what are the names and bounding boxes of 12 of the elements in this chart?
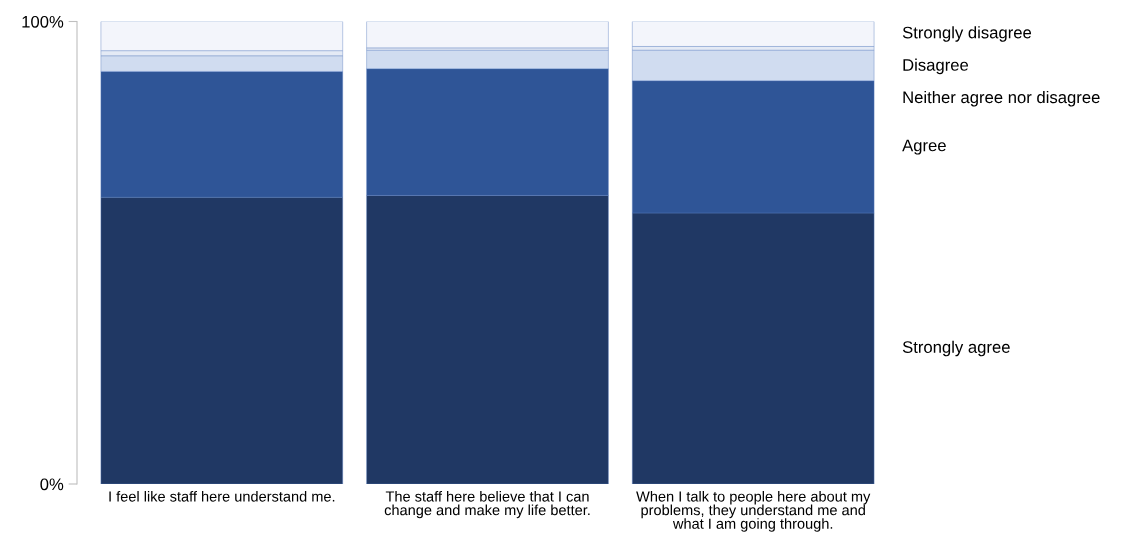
series-label: Disagree — [903, 58, 969, 75]
y-tick-label: 100% — [22, 15, 64, 28]
bar — [632, 21, 875, 47]
series-label: Neither agree nor disagree — [903, 90, 1100, 107]
series-label: Strongly agree — [902, 340, 1010, 357]
x-tick-label: When I talk to people here about my problems, they understand me and what I am going through. — [636, 490, 871, 532]
x-tick-label: The staff here believe that I can change and make my life better. — [384, 490, 590, 519]
series-label: Strongly disagree — [902, 26, 1032, 42]
bar — [366, 21, 609, 49]
x-tick-label: I feel like staff here understand me. — [109, 490, 335, 502]
y-tick-label: 0% — [40, 478, 64, 491]
series-label: Agree — [902, 139, 946, 155]
